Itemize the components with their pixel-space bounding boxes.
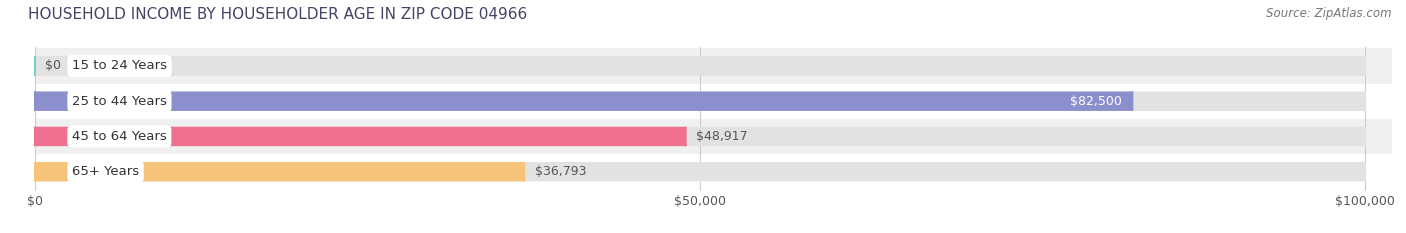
Text: 25 to 44 Years: 25 to 44 Years [72, 95, 167, 108]
Text: $0: $0 [45, 59, 62, 72]
Bar [35, 84, 1392, 119]
Bar [35, 56, 1365, 76]
Text: 65+ Years: 65+ Years [72, 165, 139, 178]
Text: HOUSEHOLD INCOME BY HOUSEHOLDER AGE IN ZIP CODE 04966: HOUSEHOLD INCOME BY HOUSEHOLDER AGE IN Z… [28, 7, 527, 22]
FancyBboxPatch shape [35, 162, 1365, 181]
FancyBboxPatch shape [35, 127, 1365, 146]
FancyBboxPatch shape [35, 56, 1365, 76]
Bar [35, 92, 1365, 111]
FancyBboxPatch shape [35, 92, 1132, 111]
Bar [35, 48, 1392, 84]
Text: $48,917: $48,917 [696, 130, 748, 143]
Text: $36,793: $36,793 [534, 165, 586, 178]
Bar [35, 154, 1392, 189]
FancyBboxPatch shape [35, 162, 524, 181]
Text: 15 to 24 Years: 15 to 24 Years [72, 59, 167, 72]
Bar [35, 119, 1392, 154]
Bar [35, 162, 1365, 181]
FancyBboxPatch shape [35, 92, 1365, 111]
Text: $82,500: $82,500 [1070, 95, 1122, 108]
Text: 45 to 64 Years: 45 to 64 Years [72, 130, 167, 143]
Bar [35, 127, 1365, 146]
FancyBboxPatch shape [35, 127, 686, 146]
Text: Source: ZipAtlas.com: Source: ZipAtlas.com [1267, 7, 1392, 20]
